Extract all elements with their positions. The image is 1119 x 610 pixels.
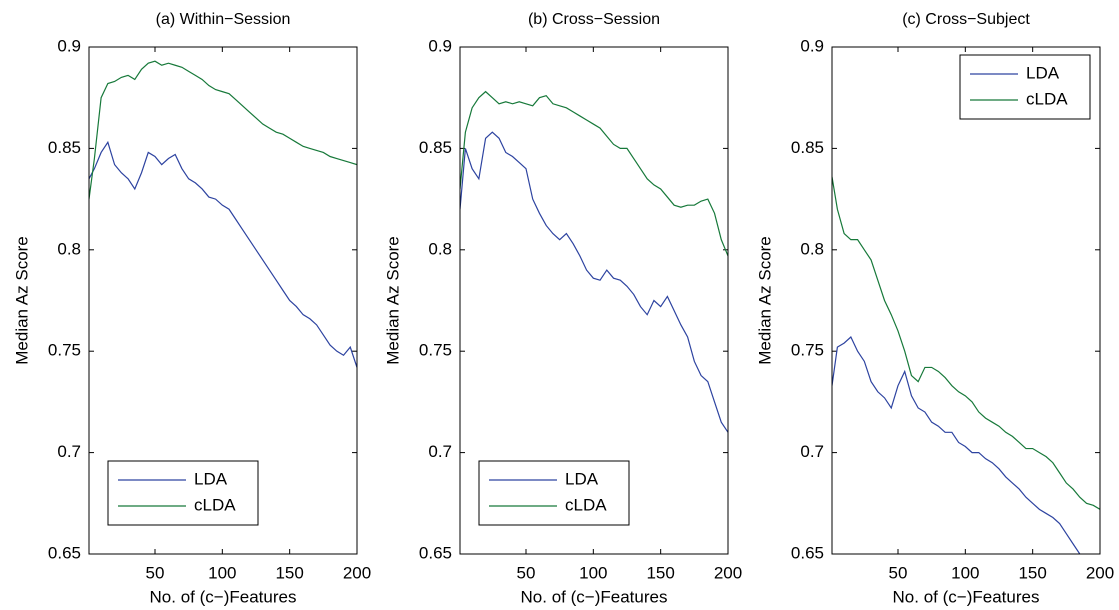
y-tick-label: 0.7: [800, 442, 824, 461]
y-tick-label: 0.65: [791, 543, 824, 562]
y-tick-label: 0.9: [800, 36, 824, 55]
x-tick-label: 50: [517, 563, 536, 582]
y-tick-label: 0.9: [57, 36, 81, 55]
y-axis-label: Median Az Score: [383, 236, 402, 365]
x-tick-label: 200: [1086, 563, 1114, 582]
legend-label: cLDA: [565, 495, 607, 514]
y-tick-label: 0.8: [57, 239, 81, 258]
x-axis-label: No. of (c−)Features: [150, 587, 297, 606]
y-tick-label: 0.8: [428, 239, 452, 258]
y-tick-label: 0.7: [57, 442, 81, 461]
x-tick-label: 50: [146, 563, 165, 582]
legend-label: LDA: [1026, 63, 1060, 82]
y-tick-label: 0.85: [419, 138, 452, 157]
y-tick-label: 0.8: [800, 239, 824, 258]
x-tick-label: 150: [1018, 563, 1046, 582]
legend-label: LDA: [565, 469, 599, 488]
chart-title: (c) Cross−Subject: [902, 11, 1030, 28]
y-axis-label: Median Az Score: [755, 236, 774, 365]
legend-box: [959, 54, 1091, 120]
y-tick-label: 0.7: [428, 442, 452, 461]
x-tick-label: 100: [579, 563, 607, 582]
axes-box: [831, 46, 1101, 555]
legend-box: [478, 460, 630, 526]
legend-label: cLDA: [1026, 89, 1068, 108]
line-series: [89, 60, 357, 200]
y-tick-label: 0.9: [428, 36, 452, 55]
y-tick-label: 0.75: [48, 341, 81, 360]
line-series: [460, 90, 728, 257]
x-tick-label: 150: [275, 563, 303, 582]
x-tick-label: 100: [208, 563, 236, 582]
x-tick-label: 200: [343, 563, 371, 582]
y-tick-label: 0.65: [48, 543, 81, 562]
axes-box: [459, 46, 729, 555]
x-tick-label: 200: [714, 563, 742, 582]
y-tick-label: 0.85: [791, 138, 824, 157]
chart-title: (a) Within−Session: [156, 11, 291, 28]
axes-box: [88, 46, 358, 555]
y-tick-label: 0.75: [419, 341, 452, 360]
line-series: [89, 140, 357, 368]
x-axis-label: No. of (c−)Features: [521, 587, 668, 606]
line-series: [832, 176, 1100, 510]
y-tick-label: 0.85: [48, 138, 81, 157]
x-axis-label: No. of (c−)Features: [893, 587, 1040, 606]
x-tick-label: 150: [646, 563, 674, 582]
y-tick-label: 0.65: [419, 543, 452, 562]
x-tick-label: 50: [889, 563, 908, 582]
line-series: [832, 336, 1081, 554]
legend-label: cLDA: [194, 495, 236, 514]
y-axis-label: Median Az Score: [12, 236, 31, 365]
x-tick-label: 100: [951, 563, 979, 582]
y-tick-label: 0.75: [791, 341, 824, 360]
legend-label: LDA: [194, 469, 228, 488]
legend-box: [107, 460, 259, 526]
line-series: [460, 131, 728, 433]
chart-title: (b) Cross−Session: [528, 11, 660, 28]
